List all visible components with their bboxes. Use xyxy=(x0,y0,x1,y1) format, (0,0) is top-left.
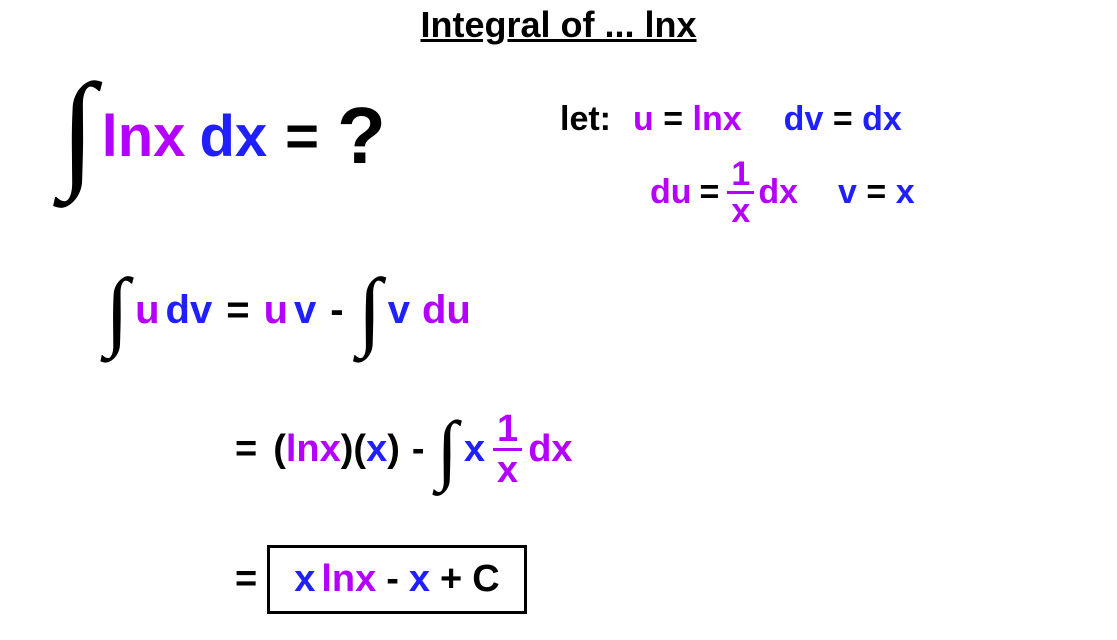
integral-sign-icon-4: ∫ xyxy=(437,422,458,477)
step2-lhs: (lnx)(x) xyxy=(273,428,400,471)
ibp-uv-u: u xyxy=(264,288,288,333)
page-title: Integral of ... lnx xyxy=(0,4,1117,46)
ans-minus: - xyxy=(386,558,399,601)
du-label: du xyxy=(650,173,692,212)
dv-label: dv xyxy=(784,100,824,138)
v-value: x xyxy=(896,173,915,211)
ibp-u: u xyxy=(135,288,159,333)
answer-box: xlnx - x + C xyxy=(267,545,527,614)
ans-x2: x xyxy=(409,558,430,601)
ibp-dv: dv xyxy=(166,288,213,333)
rparen-lparen: )( xyxy=(341,428,366,470)
ibp-eq: = xyxy=(226,288,249,333)
ans-lnx: lnx xyxy=(321,558,376,601)
frac-num: 1 xyxy=(727,157,754,194)
v-assignment: v = x xyxy=(838,173,915,212)
let-label: let: xyxy=(560,100,611,139)
step2-minus: - xyxy=(412,428,425,471)
step2-frac-num: 1 xyxy=(493,410,522,451)
differential-dx: dx xyxy=(199,103,267,170)
substitution-row-1: let: u = lnx dv = dx xyxy=(560,100,915,139)
du-assignment: du = 1 x dx xyxy=(650,157,798,228)
ans-plus: + xyxy=(440,558,462,601)
eq-sign-2: = xyxy=(833,100,853,138)
dv-assignment: dv = dx xyxy=(784,100,902,139)
step3-eq: = xyxy=(235,558,257,601)
v-label: v xyxy=(838,173,857,211)
ans-C: C xyxy=(472,558,499,601)
du-dx: dx xyxy=(758,173,798,212)
u-label: u xyxy=(633,100,654,138)
integral-sign-icon: ∫ xyxy=(60,85,96,176)
ans-x: x xyxy=(294,558,315,601)
lparen: ( xyxy=(273,428,286,470)
equals-sign: = xyxy=(285,103,319,170)
step2-lnx: lnx xyxy=(286,428,341,470)
dv-value: dx xyxy=(862,100,902,138)
step2-eq: = xyxy=(235,428,257,471)
main-integral-expression: ∫ lnx dx = ? xyxy=(60,90,386,182)
step2-fraction: 1 x xyxy=(493,410,522,489)
eq-sign-3: = xyxy=(700,173,720,212)
step2-x2: x xyxy=(464,428,485,471)
substitution-row-2: du = 1 x dx v = x xyxy=(650,157,915,228)
question-mark: ? xyxy=(337,90,386,182)
ibp-v2: v xyxy=(388,288,410,333)
step2-dx: dx xyxy=(528,428,572,471)
integral-sign-icon-3: ∫ xyxy=(358,280,382,342)
du-fraction: 1 x xyxy=(727,157,754,228)
step-3-answer: = xlnx - x + C xyxy=(235,545,527,614)
step-2-expression: = (lnx)(x) - ∫ x 1 x dx xyxy=(235,410,573,489)
ibp-uv-v: v xyxy=(294,288,316,333)
integral-sign-icon-2: ∫ xyxy=(105,280,129,342)
ibp-minus: - xyxy=(330,288,343,333)
substitution-block: let: u = lnx dv = dx du = 1 x dx v = x xyxy=(560,100,915,228)
eq-sign-4: = xyxy=(866,173,886,211)
integration-by-parts-formula: ∫ udv = uv - ∫ v du xyxy=(105,280,471,342)
step2-x: x xyxy=(366,428,387,470)
u-value: lnx xyxy=(693,100,742,138)
step2-frac-den: x xyxy=(493,451,522,489)
u-assignment: u = lnx xyxy=(633,100,742,139)
eq-sign: = xyxy=(663,100,683,138)
frac-den: x xyxy=(727,194,754,228)
rparen: ) xyxy=(387,428,400,470)
ibp-du2: du xyxy=(422,288,471,333)
integrand-lnx: lnx xyxy=(102,103,186,170)
